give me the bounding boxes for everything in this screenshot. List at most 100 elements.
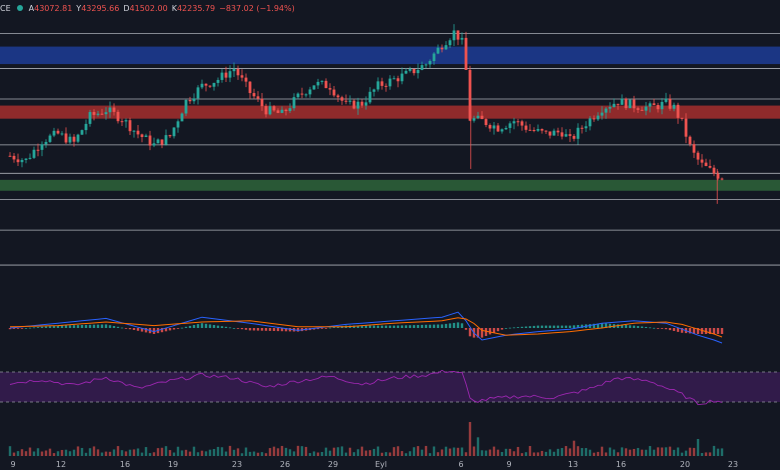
candle xyxy=(224,66,228,82)
candle-body xyxy=(296,93,300,98)
candle xyxy=(144,133,148,138)
x-tick-label: 9 xyxy=(506,460,511,469)
volume-bar xyxy=(608,447,612,456)
candle xyxy=(36,143,40,157)
candle-body xyxy=(504,127,508,130)
candle xyxy=(368,87,372,105)
volume-bar xyxy=(224,451,228,456)
volume-bar xyxy=(664,447,668,456)
candle-body xyxy=(176,121,180,128)
candle xyxy=(668,94,672,111)
candle xyxy=(208,85,212,88)
macd-histogram-bar xyxy=(424,324,428,328)
candle-body xyxy=(516,121,520,123)
volume-bar xyxy=(568,448,572,456)
volume-bar xyxy=(616,452,620,456)
volume-bar xyxy=(136,448,140,456)
candle xyxy=(440,44,444,53)
candle xyxy=(68,133,72,145)
candle xyxy=(312,85,316,90)
macd-histogram-bar xyxy=(372,325,376,328)
volume-bar xyxy=(548,449,552,456)
candle-body xyxy=(532,129,536,131)
candle-body xyxy=(340,97,344,101)
candle xyxy=(376,77,380,92)
candle xyxy=(452,24,456,46)
candle-body xyxy=(76,134,80,142)
volume-bar xyxy=(300,446,304,456)
macd-histogram-bar xyxy=(24,328,28,329)
volume-bar xyxy=(272,446,276,456)
macd-histogram-bar xyxy=(468,328,472,337)
x-tick-label: 12 xyxy=(56,460,66,469)
volume-bar xyxy=(120,450,124,456)
candle xyxy=(416,63,420,79)
macd-histogram-bar xyxy=(604,323,608,328)
volume-bar xyxy=(424,445,428,456)
macd-histogram-bar xyxy=(456,322,460,328)
candle-body xyxy=(12,155,16,160)
candle xyxy=(512,117,516,130)
candle xyxy=(84,119,88,135)
volume-bar xyxy=(436,452,440,456)
macd-histogram-bar xyxy=(640,326,644,328)
candle-body xyxy=(400,73,404,82)
candle xyxy=(72,134,76,147)
volume-bar xyxy=(620,447,624,456)
candle-body xyxy=(180,113,184,122)
candle-body xyxy=(508,123,512,128)
volume-bar xyxy=(44,450,48,456)
candle-body xyxy=(444,45,448,50)
volume-bar xyxy=(28,447,32,456)
candle xyxy=(424,63,428,69)
candle xyxy=(608,102,612,113)
candle xyxy=(136,125,140,139)
candle-body xyxy=(140,134,144,138)
volume-bar xyxy=(668,446,672,456)
macd-histogram-bar xyxy=(96,324,100,328)
candle-body xyxy=(292,97,296,109)
volume-bar xyxy=(632,448,636,456)
volume-bar xyxy=(264,453,268,456)
macd-histogram-bar xyxy=(396,325,400,328)
candle xyxy=(592,115,596,122)
volume-bar xyxy=(200,450,204,456)
candle xyxy=(308,86,312,98)
x-tick-label: 29 xyxy=(328,460,338,469)
candle-body xyxy=(196,87,200,99)
candle xyxy=(616,103,620,110)
candle-body xyxy=(120,121,124,123)
candle-body xyxy=(48,135,52,142)
candle-body xyxy=(428,61,432,65)
candle xyxy=(288,103,292,114)
candle xyxy=(432,52,436,65)
candle-body xyxy=(356,101,360,109)
candle xyxy=(516,118,520,127)
candle-body xyxy=(304,94,308,96)
candle xyxy=(520,119,524,131)
volume-bar xyxy=(700,453,704,456)
candle xyxy=(480,111,484,120)
macd-histogram-bar xyxy=(476,328,480,338)
macd-histogram-bar xyxy=(432,324,436,328)
x-tick-label: 23 xyxy=(728,460,738,469)
volume-bar xyxy=(100,452,104,456)
volume-bar xyxy=(556,448,560,456)
macd-histogram-bar xyxy=(524,326,528,328)
macd-histogram-bar xyxy=(624,325,628,328)
macd-histogram-bar xyxy=(280,328,284,332)
candle-body xyxy=(596,115,600,120)
volume-bar xyxy=(444,446,448,456)
candle-body xyxy=(612,103,616,108)
candle xyxy=(276,108,280,114)
candle xyxy=(180,112,184,122)
candle xyxy=(116,109,120,124)
volume-bar xyxy=(372,448,376,456)
candle-body xyxy=(668,98,672,109)
candle xyxy=(332,86,336,98)
macd-histogram-bar xyxy=(328,327,332,329)
volume-panel xyxy=(8,422,724,456)
candle xyxy=(488,123,492,132)
candle-body xyxy=(580,127,584,129)
